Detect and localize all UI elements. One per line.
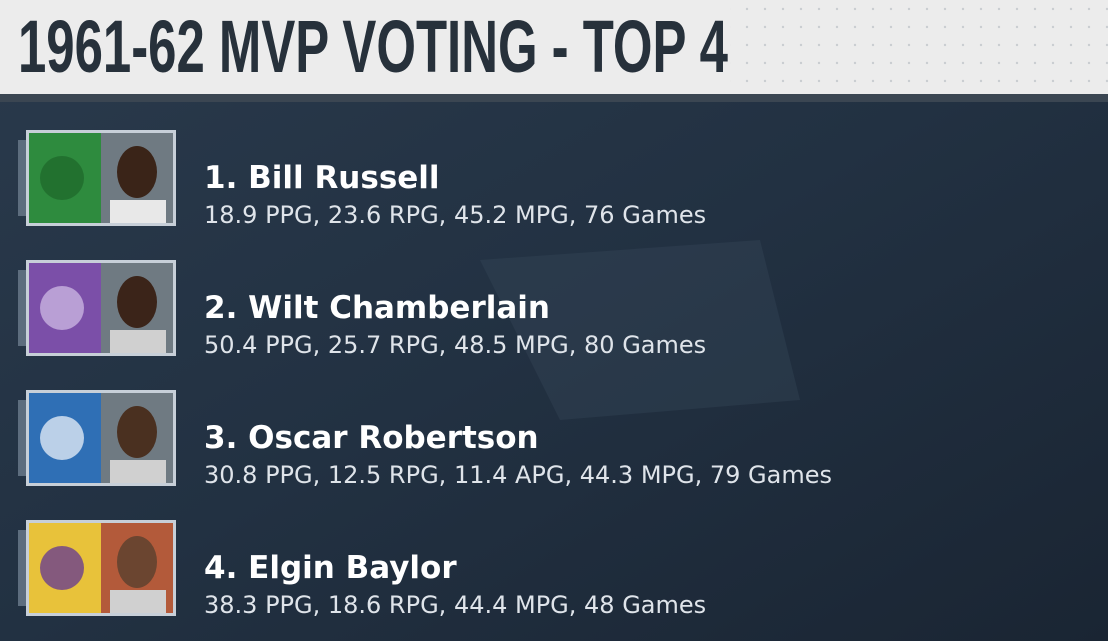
logo-emblem [40, 546, 84, 590]
header-rule [0, 94, 1108, 102]
player-head [117, 406, 157, 458]
court-backdrop [480, 240, 800, 420]
title: 1961-62 MVP VOTING - TOP 4 [18, 5, 728, 88]
player-stats: 30.8 PPG, 12.5 RPG, 11.4 APG, 44.3 MPG, … [204, 461, 832, 489]
player-stats: 50.4 PPG, 25.7 RPG, 48.5 MPG, 80 Games [204, 331, 706, 359]
entry: 2. Wilt Chamberlain 50.4 PPG, 25.7 RPG, 4… [18, 260, 706, 359]
player-shoulders [110, 330, 166, 353]
logo-emblem [40, 286, 84, 330]
player-head [117, 146, 157, 198]
entry: 4. Elgin Baylor 38.3 PPG, 18.6 RPG, 44.4 … [18, 520, 706, 619]
logo-emblem [40, 156, 84, 200]
entry: 1. Bill Russell 18.9 PPG, 23.6 RPG, 45.2 … [18, 130, 706, 229]
header-dots [730, 0, 1108, 94]
player-head [117, 276, 157, 328]
entry: 3. Oscar Robertson 30.8 PPG, 12.5 RPG, 11… [18, 390, 832, 489]
player-name: 4. Elgin Baylor [204, 550, 457, 586]
entry-list: 1. Bill Russell 18.9 PPG, 23.6 RPG, 45.2 … [18, 130, 832, 619]
player-name: 1. Bill Russell [204, 160, 440, 196]
player-shoulders [110, 590, 166, 613]
player-shoulders [110, 200, 166, 223]
logo-emblem [40, 416, 84, 460]
player-shoulders [110, 460, 166, 483]
player-stats: 18.9 PPG, 23.6 RPG, 45.2 MPG, 76 Games [204, 201, 706, 229]
player-name: 2. Wilt Chamberlain [204, 290, 550, 326]
player-head [117, 536, 157, 588]
player-name: 3. Oscar Robertson [204, 420, 539, 456]
player-stats: 38.3 PPG, 18.6 RPG, 44.4 MPG, 48 Games [204, 591, 706, 619]
